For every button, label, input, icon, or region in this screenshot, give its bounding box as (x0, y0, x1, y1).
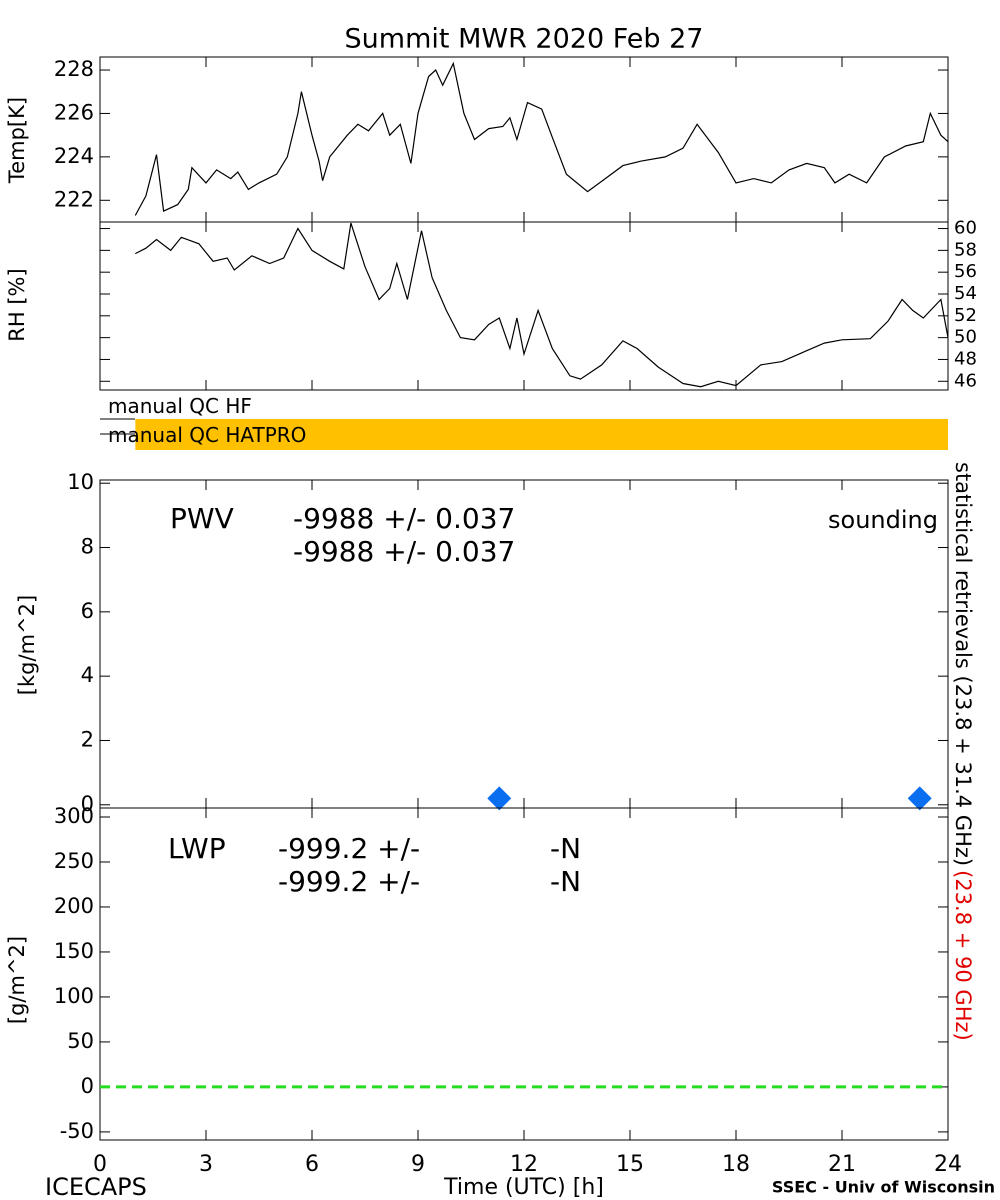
y-tick-label: 222 (54, 187, 94, 211)
y-tick-label: 58 (954, 239, 977, 260)
y-tick-label: 2 (81, 727, 94, 751)
right-label: statistical retrievals (23.8 + 31.4 GHz)… (951, 462, 975, 1041)
y-axis-label: RH [%] (5, 268, 29, 341)
y-tick-label: 6 (81, 599, 94, 623)
y-tick-label: 50 (954, 327, 977, 348)
y-tick-label: 300 (54, 804, 94, 828)
footer-left: ICECAPS (45, 1173, 147, 1200)
x-axis-label: Time (UTC) [h] (443, 1175, 604, 1200)
y-tick-label: 0 (81, 1074, 94, 1098)
annotation: -999.2 +/- (278, 832, 420, 865)
annotation: PWV (170, 502, 234, 535)
x-tick-label: 21 (828, 1152, 856, 1177)
y-tick-label: 54 (954, 283, 977, 304)
data-line (135, 222, 949, 388)
right-label-part: (23.8 + 90 GHz) (951, 870, 975, 1041)
x-tick-label: 24 (934, 1152, 962, 1177)
y-tick-label: 48 (954, 348, 977, 369)
chart-title: Summit MWR 2020 Feb 27 (345, 24, 704, 55)
y-tick-label: 52 (954, 305, 977, 326)
y-tick-label: -50 (60, 1119, 94, 1143)
y-tick-label: 4 (81, 663, 94, 687)
annotation: -999.2 +/- (278, 865, 420, 898)
data-point (907, 786, 932, 811)
y-axis-label: [kg/m^2] (15, 595, 39, 695)
annotation: -N (550, 832, 581, 865)
y-tick-label: 0 (81, 792, 94, 816)
x-tick-label: 6 (305, 1152, 319, 1177)
x-tick-label: 15 (616, 1152, 644, 1177)
qc-bar (135, 419, 949, 450)
y-tick-label: 200 (54, 894, 94, 918)
y-tick-label: 226 (54, 100, 94, 124)
y-axis-label: Temp[K] (5, 97, 29, 184)
x-tick-label: 3 (199, 1152, 213, 1177)
y-tick-label: 250 (54, 849, 94, 873)
y-tick-label: 56 (954, 261, 977, 282)
y-tick-label: 228 (54, 57, 94, 81)
x-tick-label: 18 (722, 1152, 750, 1177)
y-tick-label: 224 (54, 144, 94, 168)
data-line (134, 61, 949, 216)
annotation: LWP (168, 832, 226, 865)
x-tick-label: 12 (510, 1152, 538, 1177)
legend-label: sounding (828, 506, 938, 534)
qc-label: manual QC HF (108, 394, 252, 418)
y-tick-label: 50 (67, 1029, 94, 1053)
annotation: -9988 +/- 0.037 (293, 502, 515, 535)
y-tick-label: 46 (954, 370, 977, 391)
y-tick-label: 100 (54, 984, 94, 1008)
qc-label: manual QC HATPRO (108, 423, 306, 447)
footer-right: SSEC - Univ of Wisconsin (772, 1178, 995, 1197)
right-label-part: statistical retrievals (23.8 + 31.4 GHz) (951, 462, 975, 866)
annotation: -N (550, 865, 581, 898)
y-tick-label: 8 (81, 535, 94, 559)
x-tick-label: 0 (93, 1152, 107, 1177)
data-point (487, 786, 512, 811)
y-tick-label: 150 (54, 939, 94, 963)
y-axis-label: [g/m^2] (5, 936, 29, 1024)
x-tick-label: 9 (411, 1152, 425, 1177)
y-tick-label: 60 (954, 218, 977, 239)
annotation: -9988 +/- 0.037 (293, 535, 515, 568)
y-tick-label: 10 (67, 470, 94, 494)
